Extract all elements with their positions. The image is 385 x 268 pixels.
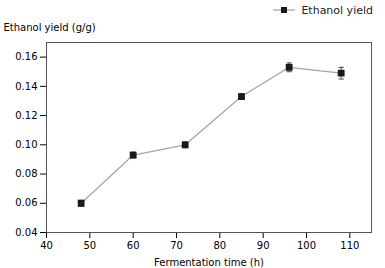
svg-text:0.14: 0.14 — [15, 81, 37, 92]
svg-text:0.10: 0.10 — [15, 139, 37, 150]
svg-text:50: 50 — [83, 240, 96, 251]
svg-text:60: 60 — [127, 240, 140, 251]
svg-text:80: 80 — [213, 240, 226, 251]
svg-text:0.06: 0.06 — [15, 197, 37, 208]
svg-text:90: 90 — [257, 240, 270, 251]
svg-text:Fermentation time (h): Fermentation time (h) — [154, 257, 264, 268]
svg-text:Ethanol yield (g/g): Ethanol yield (g/g) — [4, 22, 96, 33]
svg-text:0.04: 0.04 — [15, 227, 37, 238]
svg-text:110: 110 — [340, 240, 359, 251]
svg-text:0.16: 0.16 — [15, 51, 37, 62]
svg-text:0.12: 0.12 — [15, 110, 37, 121]
svg-text:100: 100 — [297, 240, 316, 251]
svg-text:0.08: 0.08 — [15, 168, 37, 179]
html-text:Ethanol yield: Ethanol yield — [301, 3, 373, 17]
svg-text:40: 40 — [40, 240, 53, 251]
svg-text:70: 70 — [170, 240, 183, 251]
